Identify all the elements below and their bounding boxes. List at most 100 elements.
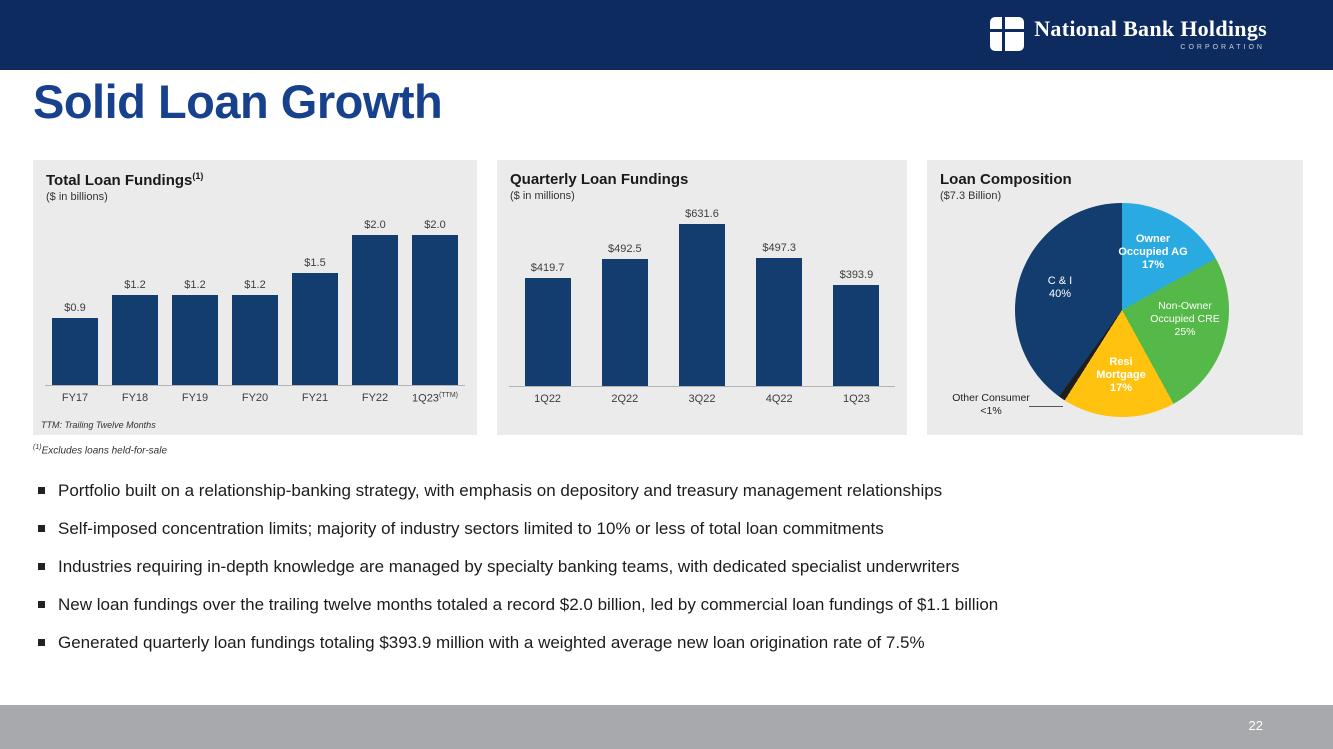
bar-column: $419.7	[509, 262, 586, 386]
loan-composition-pie	[1015, 203, 1229, 417]
bar-value-label: $2.0	[424, 219, 446, 232]
panel-subtitle: ($7.3 Billion)	[940, 190, 1002, 202]
bar	[112, 295, 158, 386]
top-bar: National Bank Holdings CORPORATION	[0, 0, 1333, 70]
slice-label: Other Consumer	[952, 392, 1030, 404]
panel-title: Loan Composition	[940, 171, 1072, 188]
brand-name: National Bank Holdings	[1034, 16, 1267, 41]
slice-label: Resi Mortgage	[1096, 356, 1146, 381]
slice-label: C & I	[1047, 275, 1073, 287]
bar-value-label: $0.9	[64, 301, 86, 314]
bullet-list: Portfolio built on a relationship-bankin…	[36, 480, 1297, 670]
total-loan-fundings-bar-chart: $0.9 $1.2 $1.2 $1.2 $1.5 $2.0 $2.0 FY17 FY18 FY1…	[45, 216, 465, 405]
slice-percent: <1%	[980, 405, 1002, 417]
bar-value-label: $2.0	[364, 219, 386, 232]
panel-subtitle: ($ in millions)	[510, 190, 575, 202]
slice-percent: 17%	[1109, 382, 1133, 394]
bar	[756, 258, 803, 386]
bar	[52, 317, 98, 386]
bar-column: $492.5	[586, 243, 663, 386]
panel-title-text: Total Loan Fundings	[46, 172, 193, 189]
bar-value-label: $492.5	[607, 243, 642, 256]
bar-value-label: $1.2	[124, 279, 146, 292]
page-title: Solid Loan Growth	[33, 75, 443, 128]
panel-title: Total Loan Fundings(1)	[33, 160, 477, 189]
panel-title-superscript: (1)	[192, 171, 204, 181]
bar	[232, 295, 278, 386]
bar	[833, 284, 880, 386]
category-axis: FY17 FY18 FY19 FY20 FY21 FY22 1Q23(TTM)	[45, 386, 465, 405]
footnote-text: Excludes loans held-for-sale	[41, 445, 168, 457]
page-number: 22	[1248, 718, 1263, 733]
bar	[412, 235, 458, 386]
bar-column: $0.9	[45, 302, 105, 386]
category-label: FY22	[361, 392, 389, 405]
bar-value-label: $1.5	[304, 256, 326, 269]
panel-subtitle: ($ in billions)	[46, 191, 108, 203]
bars-area: $419.7 $492.5 $631.6 $497.3 $393.9	[509, 202, 895, 387]
bar-column: $393.9	[818, 269, 895, 386]
pie-label-resi-mortgage: Resi Mortgage 17%	[1087, 356, 1155, 395]
category-label: 2Q22	[611, 393, 639, 405]
category-label: 4Q22	[765, 393, 793, 405]
bullet-item: Industries requiring in-depth knowledge …	[36, 556, 1297, 577]
pie-label-non-owner-occupied-cre: Non-Owner Occupied CRE 25%	[1149, 300, 1221, 339]
footnote-superscript: (1)	[33, 444, 42, 451]
category-label: FY20	[241, 392, 269, 405]
loan-composition-panel: Loan Composition ($7.3 Billion) Owner Oc…	[927, 160, 1303, 435]
bar-value-label: $497.3	[762, 242, 797, 255]
bar-column: $1.2	[105, 279, 165, 386]
bullet-item: New loan fundings over the trailing twel…	[36, 594, 1297, 615]
bullet-item: Generated quarterly loan fundings totali…	[36, 632, 1297, 653]
bar	[292, 272, 338, 386]
category-label: FY21	[301, 392, 329, 405]
slice-percent: 40%	[1048, 288, 1072, 300]
ttm-footnote: TTM: Trailing Twelve Months	[41, 420, 156, 430]
bar-column: $1.2	[165, 279, 225, 386]
category-axis: 1Q22 2Q22 3Q22 4Q22 1Q23	[509, 387, 895, 405]
bar-value-label: $419.7	[530, 262, 565, 275]
pie-label-c-and-i: C & I 40%	[1025, 275, 1095, 301]
brand-subtitle: CORPORATION	[1180, 44, 1265, 51]
bar	[524, 278, 571, 386]
category-label: 1Q23(TTM)	[412, 392, 458, 405]
window-logo-icon	[990, 16, 1025, 51]
pie-label-owner-occupied-ag: Owner Occupied AG 17%	[1114, 233, 1192, 272]
quarterly-loan-fundings-bar-chart: $419.7 $492.5 $631.6 $497.3 $393.9 1Q22 2Q22 3…	[509, 202, 895, 405]
bar-column: $2.0	[345, 219, 405, 386]
bullet-item: Self-imposed concentration limits; major…	[36, 518, 1297, 539]
slice-label: Non-Owner Occupied CRE	[1150, 300, 1220, 325]
pie-label-other-consumer: Other Consumer <1%	[945, 392, 1037, 418]
bar-value-label: $1.2	[184, 279, 206, 292]
category-label: FY18	[121, 392, 149, 405]
bar-column: $497.3	[741, 242, 818, 386]
bar-column: $631.6	[663, 208, 740, 386]
bar-column: $1.5	[285, 257, 345, 386]
quarterly-loan-fundings-panel: Quarterly Loan Fundings ($ in millions) …	[497, 160, 907, 435]
category-label: FY17	[61, 392, 89, 405]
bar-value-label: $393.9	[839, 268, 874, 281]
slice-percent: 25%	[1174, 326, 1196, 338]
total-loan-fundings-panel: Total Loan Fundings(1) ($ in billions) $…	[33, 160, 477, 435]
category-label: 1Q23	[842, 393, 870, 405]
slice-percent: 17%	[1141, 259, 1165, 271]
bars-area: $0.9 $1.2 $1.2 $1.2 $1.5 $2.0 $2.0	[45, 216, 465, 387]
category-label: 1Q22	[534, 393, 562, 405]
category-label: FY19	[181, 392, 209, 405]
bar-column: $1.2	[225, 279, 285, 386]
bar	[172, 295, 218, 386]
bar	[679, 223, 725, 386]
panel-title: Quarterly Loan Fundings	[510, 171, 689, 188]
bar-value-label: $1.2	[244, 279, 266, 292]
bar	[352, 235, 398, 386]
brand-text: National Bank Holdings CORPORATION	[1034, 16, 1267, 51]
bar-value-label: $631.6	[685, 207, 719, 220]
footer-bar: 22	[0, 705, 1333, 749]
slide-footnote: (1)Excludes loans held-for-sale	[33, 444, 167, 456]
bullet-item: Portfolio built on a relationship-bankin…	[36, 480, 1297, 501]
other-consumer-leader-line	[1029, 406, 1063, 407]
slice-label: Owner Occupied AG	[1118, 233, 1188, 258]
bar-column: $2.0	[405, 219, 465, 386]
bar	[601, 259, 648, 386]
